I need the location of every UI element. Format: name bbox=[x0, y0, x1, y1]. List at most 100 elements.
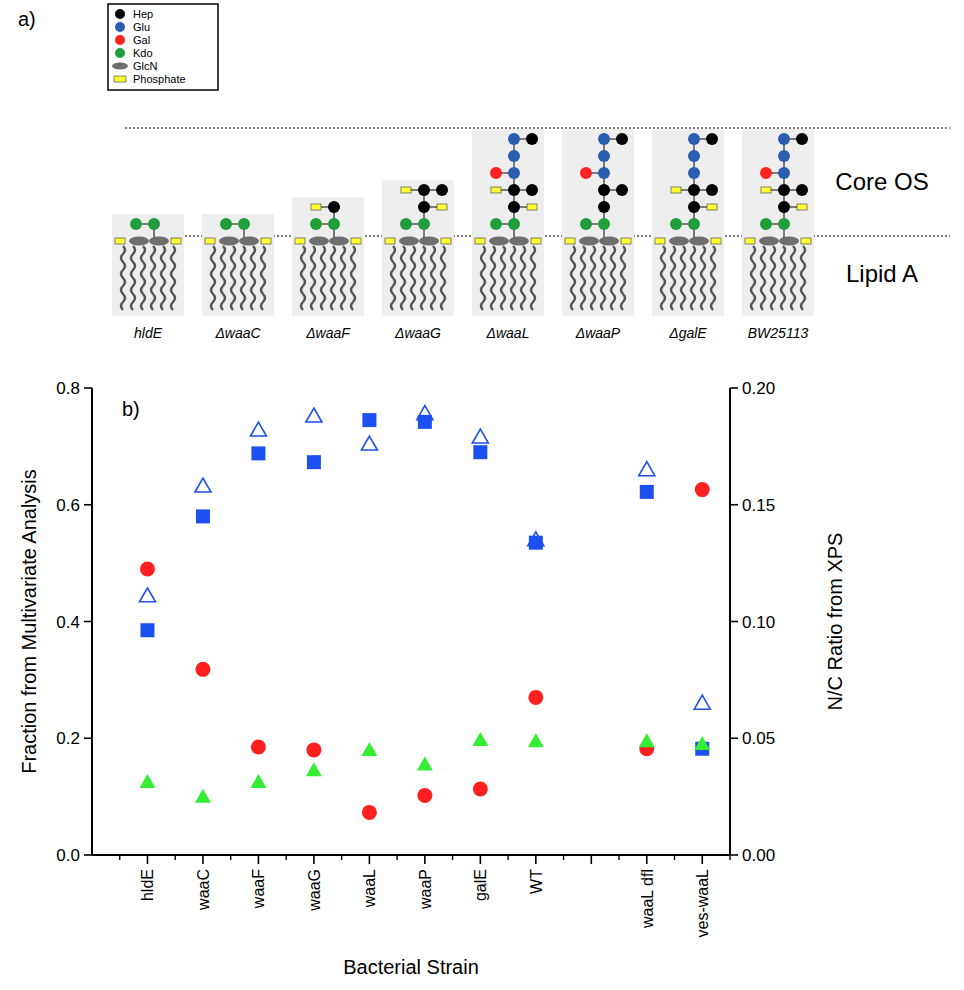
legend-swatch bbox=[115, 35, 125, 45]
y-tick bbox=[84, 387, 92, 389]
phosphate bbox=[527, 204, 537, 210]
y2-tick-label: 0.15 bbox=[742, 496, 775, 515]
page: {"diagram": { "label": "a)", "legend": [… bbox=[0, 0, 964, 990]
acyl-chain bbox=[231, 246, 235, 310]
acyl-chain bbox=[791, 246, 795, 310]
sugar bbox=[778, 218, 790, 230]
acyl-chain bbox=[161, 246, 165, 310]
phosphate bbox=[261, 238, 271, 244]
phosphate bbox=[401, 187, 411, 193]
x-axis-line bbox=[92, 854, 730, 856]
panel-b: 0.00.20.40.60.80.000.050.100.150.20hldEw… bbox=[18, 379, 846, 978]
structure-background bbox=[382, 180, 454, 316]
glcn bbox=[779, 237, 799, 246]
sugar bbox=[130, 218, 142, 230]
x-minor-tick bbox=[507, 855, 508, 860]
sugar bbox=[670, 218, 682, 230]
x-tick bbox=[258, 855, 260, 864]
lps-structure: ΔwaaG bbox=[382, 180, 454, 341]
data-point bbox=[362, 805, 377, 820]
phosphate bbox=[441, 238, 451, 244]
phosphate bbox=[671, 187, 681, 193]
x-tick bbox=[591, 855, 593, 864]
x-tick-label: waaP bbox=[417, 869, 434, 910]
acyl-chain bbox=[751, 246, 755, 310]
x-tick-label: waaL bbox=[361, 869, 378, 908]
acyl-chain bbox=[171, 246, 175, 310]
units bbox=[760, 133, 808, 230]
region-label: Core OS bbox=[835, 168, 928, 195]
sugar bbox=[598, 218, 610, 230]
x-tick bbox=[313, 855, 315, 864]
sugar bbox=[706, 184, 718, 196]
sugar bbox=[598, 150, 610, 162]
x-tick bbox=[424, 855, 426, 864]
x-tick bbox=[147, 855, 149, 864]
acyl-chain bbox=[341, 246, 345, 310]
sugar bbox=[760, 167, 772, 179]
y-tick bbox=[84, 737, 92, 739]
acyl-chain bbox=[211, 246, 215, 310]
data-point bbox=[528, 733, 544, 747]
sugar bbox=[688, 133, 700, 145]
data-point bbox=[306, 762, 322, 776]
sugar bbox=[778, 184, 790, 196]
y-tick-label: 0.0 bbox=[56, 846, 80, 865]
glcn bbox=[579, 237, 599, 246]
sugar bbox=[508, 167, 520, 179]
units bbox=[490, 133, 538, 230]
acyl-chain bbox=[221, 246, 225, 310]
structure-background bbox=[742, 129, 814, 316]
y-axis-title: Fraction from Multivariate Analysis bbox=[18, 469, 40, 774]
x-minor-tick bbox=[285, 855, 286, 860]
structure-background bbox=[562, 129, 634, 316]
strain-label: ΔwaaL bbox=[486, 325, 530, 341]
data-point bbox=[307, 455, 321, 469]
acyl-chain bbox=[601, 246, 605, 310]
region-label: Lipid A bbox=[846, 260, 918, 287]
sugar bbox=[490, 218, 502, 230]
x-tick-label: waaF bbox=[250, 869, 267, 909]
legend-box bbox=[108, 4, 218, 90]
lps-structure: BW25113 bbox=[742, 129, 814, 341]
phosphate bbox=[491, 187, 501, 193]
legend-label: Kdo bbox=[133, 47, 153, 59]
phosphate bbox=[311, 204, 321, 210]
acyl-chain bbox=[581, 246, 585, 310]
data-point bbox=[361, 436, 377, 450]
guide-line bbox=[125, 127, 950, 128]
acyl-chain bbox=[351, 246, 355, 310]
legend-swatch bbox=[114, 76, 126, 82]
data-point bbox=[195, 478, 211, 492]
legend-swatch bbox=[112, 63, 128, 70]
data-point bbox=[694, 736, 710, 750]
sugar bbox=[508, 150, 520, 162]
acyl-chain bbox=[611, 246, 615, 310]
x-tick bbox=[369, 855, 371, 864]
data-point bbox=[528, 690, 543, 705]
data-point bbox=[473, 445, 487, 459]
strain-label: hldE bbox=[134, 325, 163, 341]
phosphate bbox=[205, 238, 215, 244]
sugar bbox=[436, 184, 448, 196]
strain-label: BW25113 bbox=[748, 325, 809, 341]
y-tick-label: 0.6 bbox=[56, 496, 80, 515]
glcn bbox=[419, 237, 439, 246]
y-tick bbox=[84, 854, 92, 856]
sugar bbox=[778, 201, 790, 213]
phosphate bbox=[531, 238, 541, 244]
y2-tick-label: 0.20 bbox=[742, 379, 775, 398]
legend-swatch bbox=[115, 9, 125, 19]
data-point bbox=[472, 732, 488, 746]
phosphate bbox=[475, 238, 485, 244]
x-axis-title: Bacterial Strain bbox=[343, 956, 479, 978]
glcn bbox=[329, 237, 349, 246]
sugar bbox=[616, 184, 628, 196]
glcn bbox=[489, 237, 509, 246]
acyl-chain bbox=[331, 246, 335, 310]
lps-structure: ΔwaaL bbox=[472, 129, 544, 341]
strain-label: ΔwaaG bbox=[394, 325, 441, 341]
sugar bbox=[328, 201, 340, 213]
acyl-chain bbox=[671, 246, 675, 310]
y-tick-label: 0.8 bbox=[56, 379, 80, 398]
